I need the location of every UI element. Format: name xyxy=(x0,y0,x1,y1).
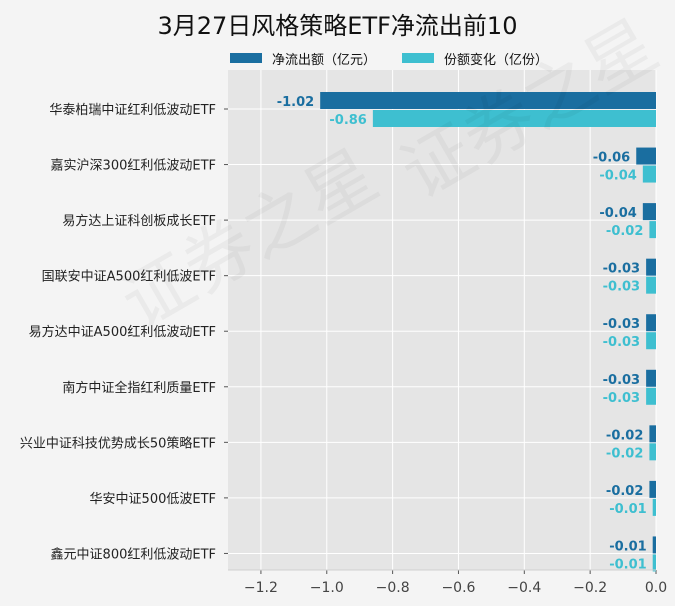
data-label-net-outflow: -0.02 xyxy=(606,484,643,499)
bar-net-outflow xyxy=(646,314,656,332)
legend-label-share-change: 份额变化（亿份） xyxy=(444,52,549,68)
data-label-share-change: -0.03 xyxy=(603,280,640,295)
bar-net-outflow xyxy=(649,480,656,498)
legend-swatch-net-outflow xyxy=(230,53,262,63)
bar-share-change xyxy=(646,387,656,405)
bar-share-change xyxy=(642,165,656,183)
x-tick-label: −0.6 xyxy=(441,580,475,596)
x-tick-label: −0.8 xyxy=(376,580,410,596)
category-label: 易方达上证科创板成长ETF xyxy=(62,213,216,229)
category-label: 南方中证全指红利质量ETF xyxy=(62,380,216,396)
data-label-net-outflow: -0.03 xyxy=(603,262,640,277)
legend-item-share-change: 份额变化（亿份） xyxy=(402,48,548,68)
legend-label-net-outflow: 净流出额（亿元） xyxy=(272,52,377,68)
x-tick-label: −1.0 xyxy=(310,580,344,596)
data-label-share-change: -0.01 xyxy=(609,557,646,572)
bar-share-change xyxy=(646,332,656,350)
bar-net-outflow xyxy=(642,203,656,221)
bar-share-change xyxy=(652,554,656,572)
data-label-net-outflow: -0.03 xyxy=(603,317,640,332)
data-label-net-outflow: -0.01 xyxy=(609,539,646,554)
bar-share-change xyxy=(652,498,656,516)
category-label: 鑫元中证800红利低波动ETF xyxy=(51,546,216,562)
plot-area xyxy=(228,70,656,570)
data-label-net-outflow: -0.02 xyxy=(606,428,643,443)
x-tick-label: −0.4 xyxy=(507,580,541,596)
data-label-share-change: -0.04 xyxy=(599,169,636,184)
bar-share-change xyxy=(649,221,656,239)
data-label-net-outflow: -0.04 xyxy=(599,206,636,221)
x-tick-label: −0.2 xyxy=(573,580,607,596)
data-label-net-outflow: -0.06 xyxy=(593,151,630,166)
bar-net-outflow xyxy=(636,147,656,165)
bar-net-outflow xyxy=(646,258,656,276)
legend-swatch-share-change xyxy=(402,53,434,63)
bar-share-change xyxy=(649,443,656,461)
category-label: 国联安中证A500红利低波ETF xyxy=(42,269,216,285)
category-label: 兴业中证科技优势成长50策略ETF xyxy=(20,435,216,451)
x-tick-label: −1.2 xyxy=(244,580,278,596)
data-label-share-change: -0.03 xyxy=(603,391,640,406)
data-label-share-change: -0.03 xyxy=(603,335,640,350)
data-label-share-change: -0.01 xyxy=(609,502,646,517)
category-label: 易方达中证A500红利低波动ETF xyxy=(29,324,216,340)
bar-net-outflow xyxy=(649,425,656,443)
bar-share-change xyxy=(372,110,656,127)
bar-net-outflow xyxy=(646,369,656,387)
legend-item-net-outflow: 净流出额（亿元） xyxy=(230,48,376,68)
legend: 净流出额（亿元） 份额变化（亿份） xyxy=(0,48,675,68)
data-label-share-change: -0.02 xyxy=(606,224,643,239)
data-label-net-outflow: -1.02 xyxy=(277,95,314,110)
bar-share-change xyxy=(646,276,656,294)
data-label-share-change: -0.02 xyxy=(606,446,643,461)
data-label-share-change: -0.86 xyxy=(329,113,366,128)
bar-net-outflow xyxy=(320,92,656,109)
bar-net-outflow xyxy=(652,536,656,554)
category-label: 华泰柏瑞中证红利低波动ETF xyxy=(49,102,216,118)
data-label-net-outflow: -0.03 xyxy=(603,373,640,388)
x-tick-label: 0.0 xyxy=(645,580,667,596)
chart-title: 3月27日风格策略ETF净流出前10 xyxy=(157,12,518,40)
category-label: 嘉实沪深300红利低波动ETF xyxy=(51,158,216,174)
category-label: 华安中证500低波ETF xyxy=(90,492,216,507)
